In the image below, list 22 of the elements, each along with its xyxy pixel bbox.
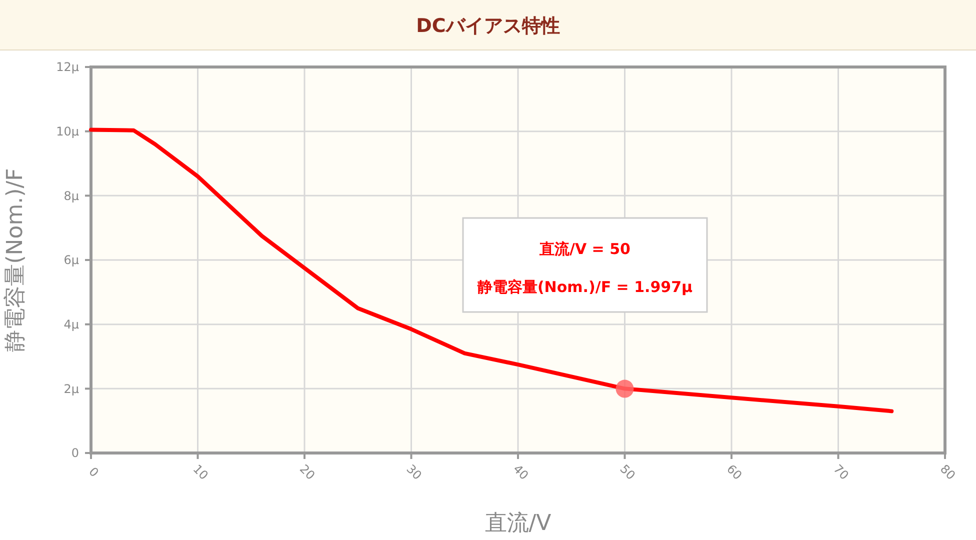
y-tick-label: 4μ <box>64 318 80 332</box>
y-axis-title: 静電容量(Nom.)/F <box>3 168 28 352</box>
x-tick-label: 40 <box>510 462 532 483</box>
line-series <box>89 128 894 414</box>
y-tick-label: 10μ <box>56 124 80 139</box>
x-tick-label: 70 <box>830 462 852 483</box>
x-tick-label: 0 <box>86 464 102 480</box>
y-tick-label: 12μ <box>56 60 80 74</box>
x-tick-label: 50 <box>617 462 638 483</box>
x-tick-label: 80 <box>937 462 958 483</box>
annotation: 静電容量(Nom.)/F = 1.997μ <box>476 278 693 296</box>
x-tick-label: 60 <box>724 462 745 483</box>
chart-title: DCバイアス特性 <box>416 15 560 37</box>
x-tick-label: 10 <box>190 462 211 483</box>
annotation: 直流/V = 50 <box>538 240 630 258</box>
x-tick-label: 30 <box>404 462 424 483</box>
x-tick-label: 20 <box>296 462 318 483</box>
y-tick-label: 8μ <box>64 188 80 203</box>
y-tick-label: 2μ <box>64 382 80 396</box>
y-tick-label: 0 <box>71 446 79 460</box>
y-tick-label: 6μ <box>64 253 80 268</box>
x-axis-title: 直流/V <box>484 511 552 536</box>
